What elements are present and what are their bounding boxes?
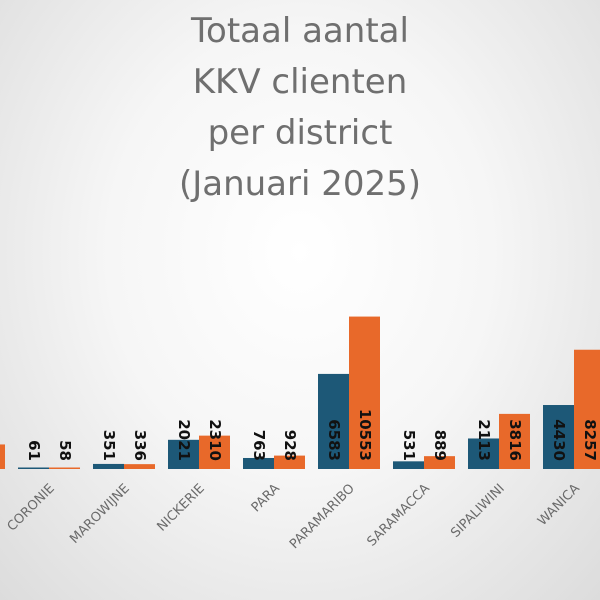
category-label-5: PARAMARIBO bbox=[287, 481, 358, 552]
bar-s1-7 bbox=[468, 438, 499, 469]
data-label-s2-7: 3816 bbox=[506, 419, 524, 461]
data-label-s1-8: 4430 bbox=[550, 419, 568, 461]
bar-s2-7 bbox=[499, 413, 530, 469]
category-label-6: SARAMACCA bbox=[364, 481, 432, 549]
bar-s1-3 bbox=[168, 439, 199, 469]
data-label-s2-3: 2310 bbox=[206, 419, 224, 461]
bar-s2-0 bbox=[0, 444, 5, 469]
bar-s2-5 bbox=[349, 316, 380, 469]
category-label-4: PARA bbox=[249, 481, 283, 515]
bar-s1-1 bbox=[18, 467, 49, 469]
bar-s2-4 bbox=[274, 455, 305, 469]
data-label-s1-5: 6583 bbox=[325, 419, 343, 461]
bar-s1-8 bbox=[543, 405, 574, 469]
category-axis: CORONIE MAROWIJNE NICKERIE PARA PARAMARIBO SA… bbox=[5, 481, 583, 552]
data-label-s1-4: 763 bbox=[250, 430, 268, 461]
bars-layer bbox=[0, 316, 600, 469]
data-label-s2-8: 8257 bbox=[581, 419, 599, 461]
data-label-s2-1: 58 bbox=[56, 440, 74, 461]
bar-s1-6 bbox=[393, 461, 424, 469]
bar-s1-5 bbox=[318, 373, 349, 469]
category-label-7: SIPALIWINI bbox=[448, 481, 508, 541]
category-label-8: WANICA bbox=[535, 481, 583, 529]
bar-s2-3 bbox=[199, 435, 230, 469]
bar-s2-1 bbox=[49, 467, 80, 469]
data-label-s2-6: 889 bbox=[431, 430, 449, 461]
category-label-2: MAROWIJNE bbox=[67, 481, 133, 547]
data-labels-layer: 1716615835133620212310763928658310553531… bbox=[25, 409, 599, 461]
chart-title-line-4: (Januari 2025) bbox=[179, 164, 421, 204]
category-label-1: CORONIE bbox=[5, 481, 58, 534]
bar-s1-2 bbox=[93, 463, 124, 469]
bar-s1-4 bbox=[243, 457, 274, 469]
data-label-s1-6: 531 bbox=[400, 430, 418, 461]
data-label-s1-2: 351 bbox=[100, 430, 118, 461]
chart-title-line-1: Totaal aantal bbox=[190, 11, 409, 51]
data-label-s2-2: 336 bbox=[131, 430, 149, 461]
chart-title-line-3: per district bbox=[208, 113, 393, 153]
data-label-s2-5: 10553 bbox=[356, 409, 374, 461]
chart-title-line-2: KKV clienten bbox=[193, 62, 408, 102]
bar-s2-6 bbox=[424, 456, 455, 469]
data-label-s1-7: 2113 bbox=[475, 419, 493, 461]
data-label-s2-4: 928 bbox=[281, 430, 299, 461]
category-label-3: NICKERIE bbox=[154, 481, 207, 534]
bar-s2-8 bbox=[574, 349, 600, 469]
data-label-s1-1: 61 bbox=[25, 440, 43, 461]
bar-s2-2 bbox=[124, 464, 155, 469]
data-label-s1-3: 2021 bbox=[175, 419, 193, 461]
